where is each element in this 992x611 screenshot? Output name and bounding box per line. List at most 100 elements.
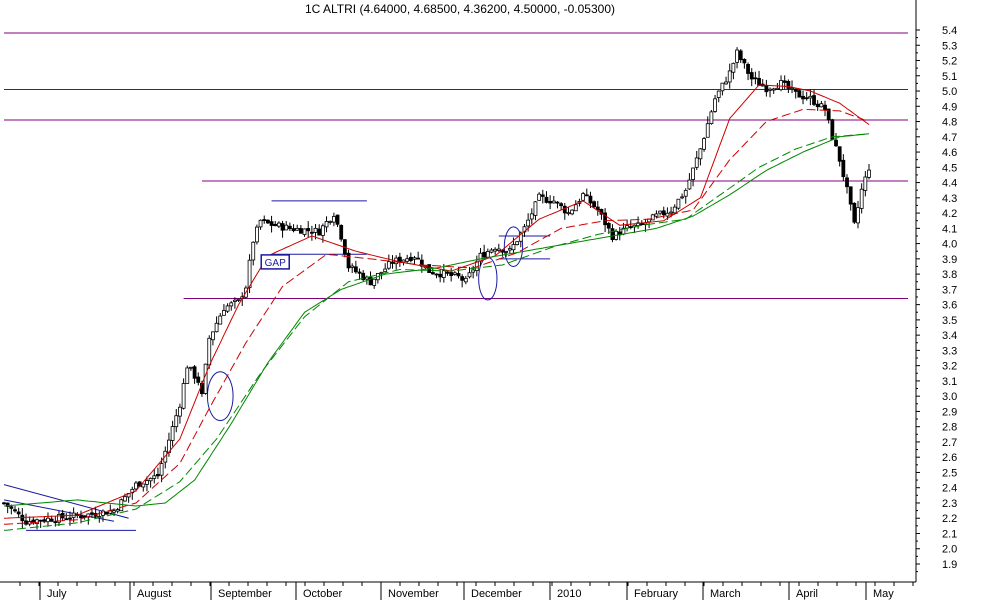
candle-body	[537, 193, 542, 201]
candle-body	[808, 95, 813, 99]
y-tick-label: 4.2	[942, 208, 957, 220]
candle-body	[251, 241, 256, 261]
x-tick-label: April	[796, 588, 818, 600]
candle-body	[460, 276, 465, 281]
y-tick-label: 2.7	[942, 437, 957, 449]
candle-body	[258, 219, 263, 228]
candle-body	[284, 224, 289, 231]
candle-body	[211, 331, 215, 341]
candle-body	[636, 222, 640, 226]
candle-body	[581, 193, 586, 201]
candle-body	[379, 271, 384, 274]
y-tick-label: 3.7	[942, 284, 957, 296]
candles	[2, 47, 871, 530]
x-tick-label: August	[137, 588, 171, 600]
candle-body	[207, 337, 212, 366]
candle-body	[178, 406, 182, 417]
candle-body	[148, 477, 153, 482]
candle-body	[218, 315, 223, 325]
candle-body	[320, 225, 325, 236]
gap-annotation: GAP	[260, 254, 290, 270]
candle-body	[669, 211, 673, 214]
candle-body	[225, 305, 230, 312]
y-tick-label: 3.6	[942, 300, 957, 312]
candle-body	[5, 502, 10, 507]
candle-body	[269, 221, 274, 226]
candle-body	[584, 194, 589, 197]
y-tick-label: 4.4	[942, 178, 957, 190]
candle-body	[771, 88, 776, 91]
candle-body	[570, 209, 575, 215]
candle-body	[390, 261, 395, 264]
candle-body	[592, 201, 597, 208]
candle-body	[753, 77, 758, 80]
candle-body	[610, 228, 615, 240]
candle-body	[412, 257, 417, 260]
gap-label: GAP	[265, 258, 286, 269]
candle-body	[306, 228, 311, 232]
candle-body	[526, 219, 531, 227]
candle-body	[156, 473, 160, 477]
candle-body	[823, 104, 827, 111]
candle-body	[680, 196, 684, 199]
y-tick-label: 5.1	[942, 71, 957, 83]
candle-body	[548, 200, 553, 204]
x-tick-label: November	[388, 588, 439, 600]
candle-body	[555, 201, 560, 204]
candle-body	[383, 268, 388, 273]
candle-body	[222, 310, 226, 316]
y-tick-label: 2.4	[942, 483, 957, 495]
candle-body	[328, 220, 333, 223]
candle-body	[654, 213, 659, 217]
moving-average-line	[3, 108, 870, 525]
candle-body	[280, 223, 285, 231]
candle-body	[819, 103, 824, 108]
candle-body	[364, 276, 369, 280]
candle-body	[438, 273, 443, 278]
candle-body	[793, 88, 798, 92]
candle-body	[405, 258, 410, 262]
candle-body	[489, 249, 494, 253]
candle-body	[562, 205, 567, 214]
candle-body	[863, 176, 868, 191]
candle-body	[496, 248, 501, 251]
candle-body	[606, 223, 611, 229]
candle-body	[302, 228, 307, 235]
candle-body	[291, 228, 296, 232]
candle-body	[13, 509, 17, 512]
candle-body	[346, 252, 351, 269]
x-tick-label: 2010	[557, 588, 581, 600]
candle-body	[511, 244, 516, 251]
candle-body	[845, 177, 849, 188]
candle-body	[68, 517, 72, 520]
moving-average-line	[3, 84, 870, 519]
candle-body	[768, 88, 772, 91]
candle-body	[603, 212, 608, 226]
horizontal-levels	[4, 32, 908, 531]
candle-body	[229, 302, 234, 307]
y-tick-label: 4.5	[942, 162, 957, 174]
candle-body	[79, 515, 83, 519]
candle-body	[485, 251, 490, 258]
candle-body	[2, 502, 6, 505]
candle-body	[309, 231, 314, 234]
candle-body	[185, 367, 190, 384]
candle-body	[856, 207, 860, 224]
candle-body	[90, 512, 94, 515]
candle-body	[713, 98, 717, 112]
candle-body	[698, 148, 703, 160]
candle-body	[676, 198, 681, 209]
candle-body	[812, 95, 816, 105]
candle-body	[826, 108, 831, 121]
y-tick-label: 4.8	[942, 117, 957, 129]
candle-body	[141, 483, 146, 488]
candle-body	[416, 257, 421, 260]
candle-body	[852, 202, 857, 223]
candle-body	[504, 250, 509, 253]
candle-body	[408, 256, 413, 262]
candle-body	[867, 169, 871, 178]
x-tick-label: July	[47, 588, 67, 600]
candle-body	[779, 80, 783, 91]
candle-body	[123, 496, 127, 502]
candle-body	[233, 299, 237, 302]
